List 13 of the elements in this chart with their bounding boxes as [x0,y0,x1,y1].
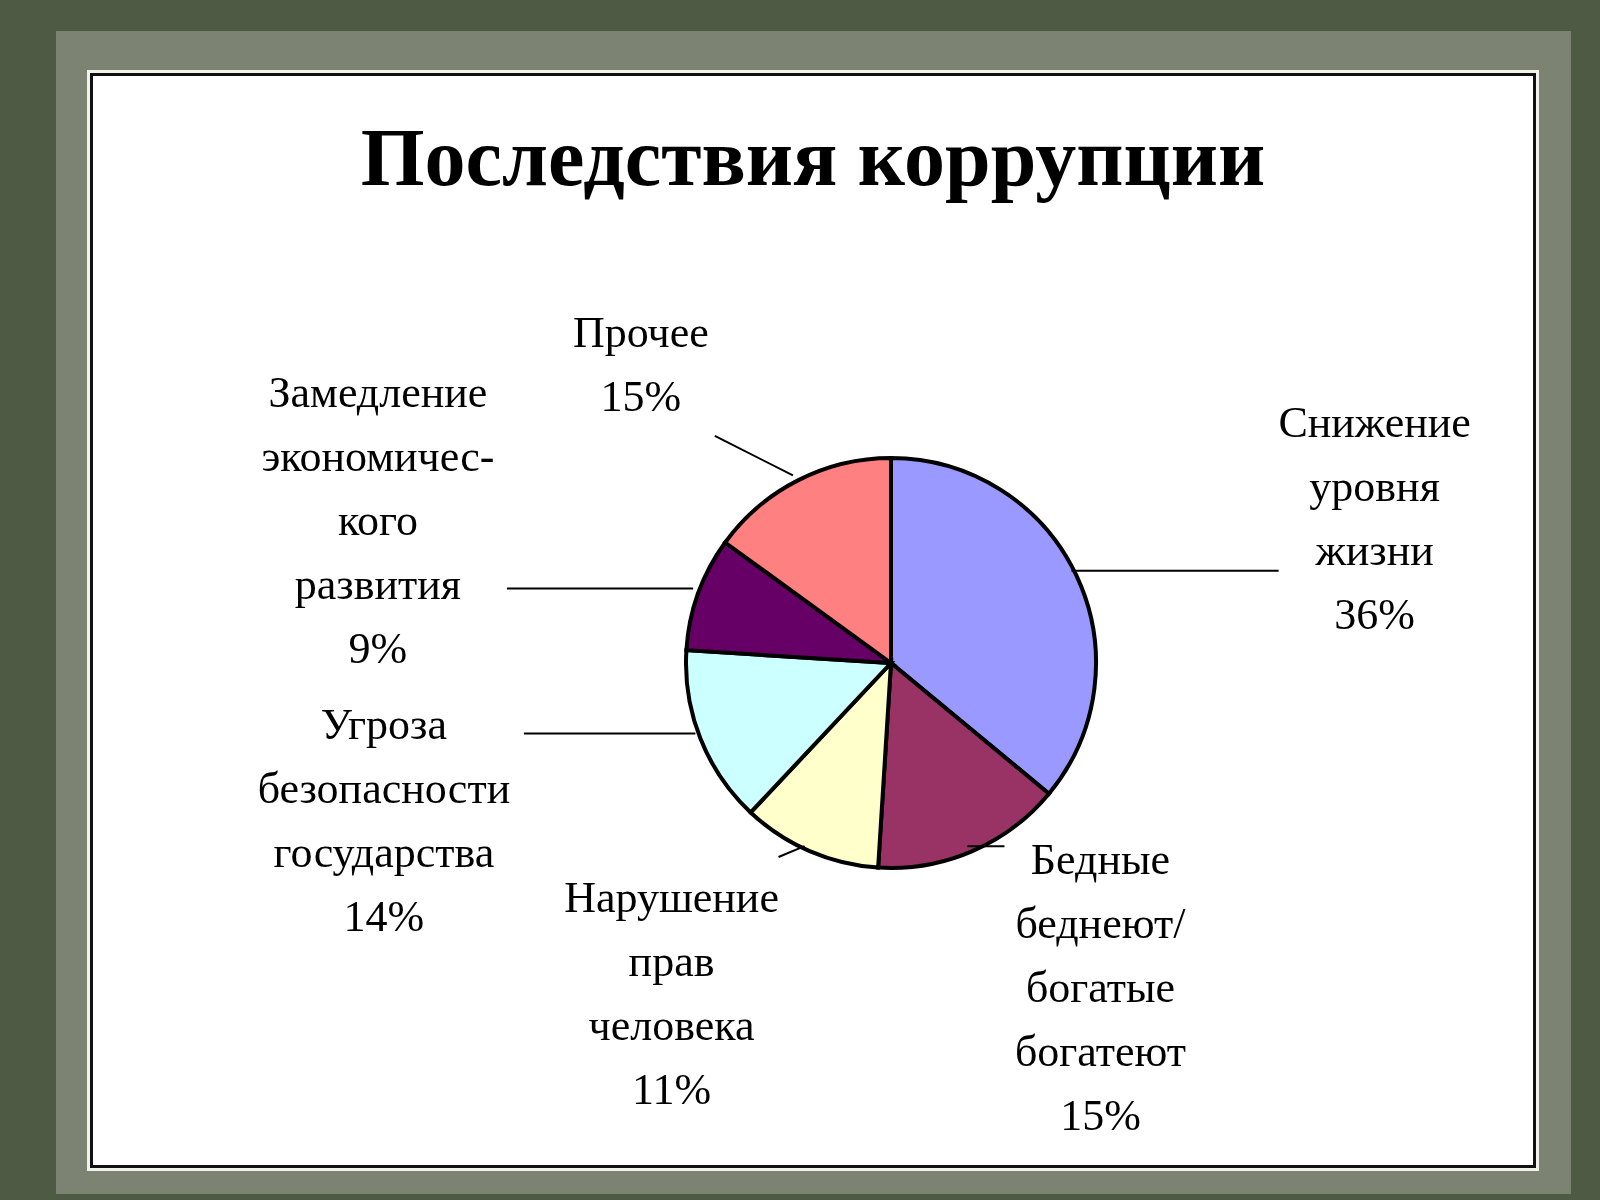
slice-label: Прочее [572,308,709,358]
data-label: 36% [1334,589,1415,639]
data-label: 15% [600,372,682,422]
slice-label: Замедление экономичес- кого развития [261,367,495,609]
slice-label: Снижение уровня жизни [1278,397,1471,575]
data-label: 14% [343,891,425,941]
slice-label: Нарушение прав человека [564,873,779,1051]
data-label: 15% [1060,1091,1141,1141]
slice-label: Бедные беднеют/ богатые богатеют [1014,835,1187,1077]
slice-label: Угроза безопасности государства [257,699,511,877]
chart-title: Последствия коррупции [359,111,1267,205]
data-label: 11% [632,1065,712,1115]
data-label: 9% [348,623,408,673]
